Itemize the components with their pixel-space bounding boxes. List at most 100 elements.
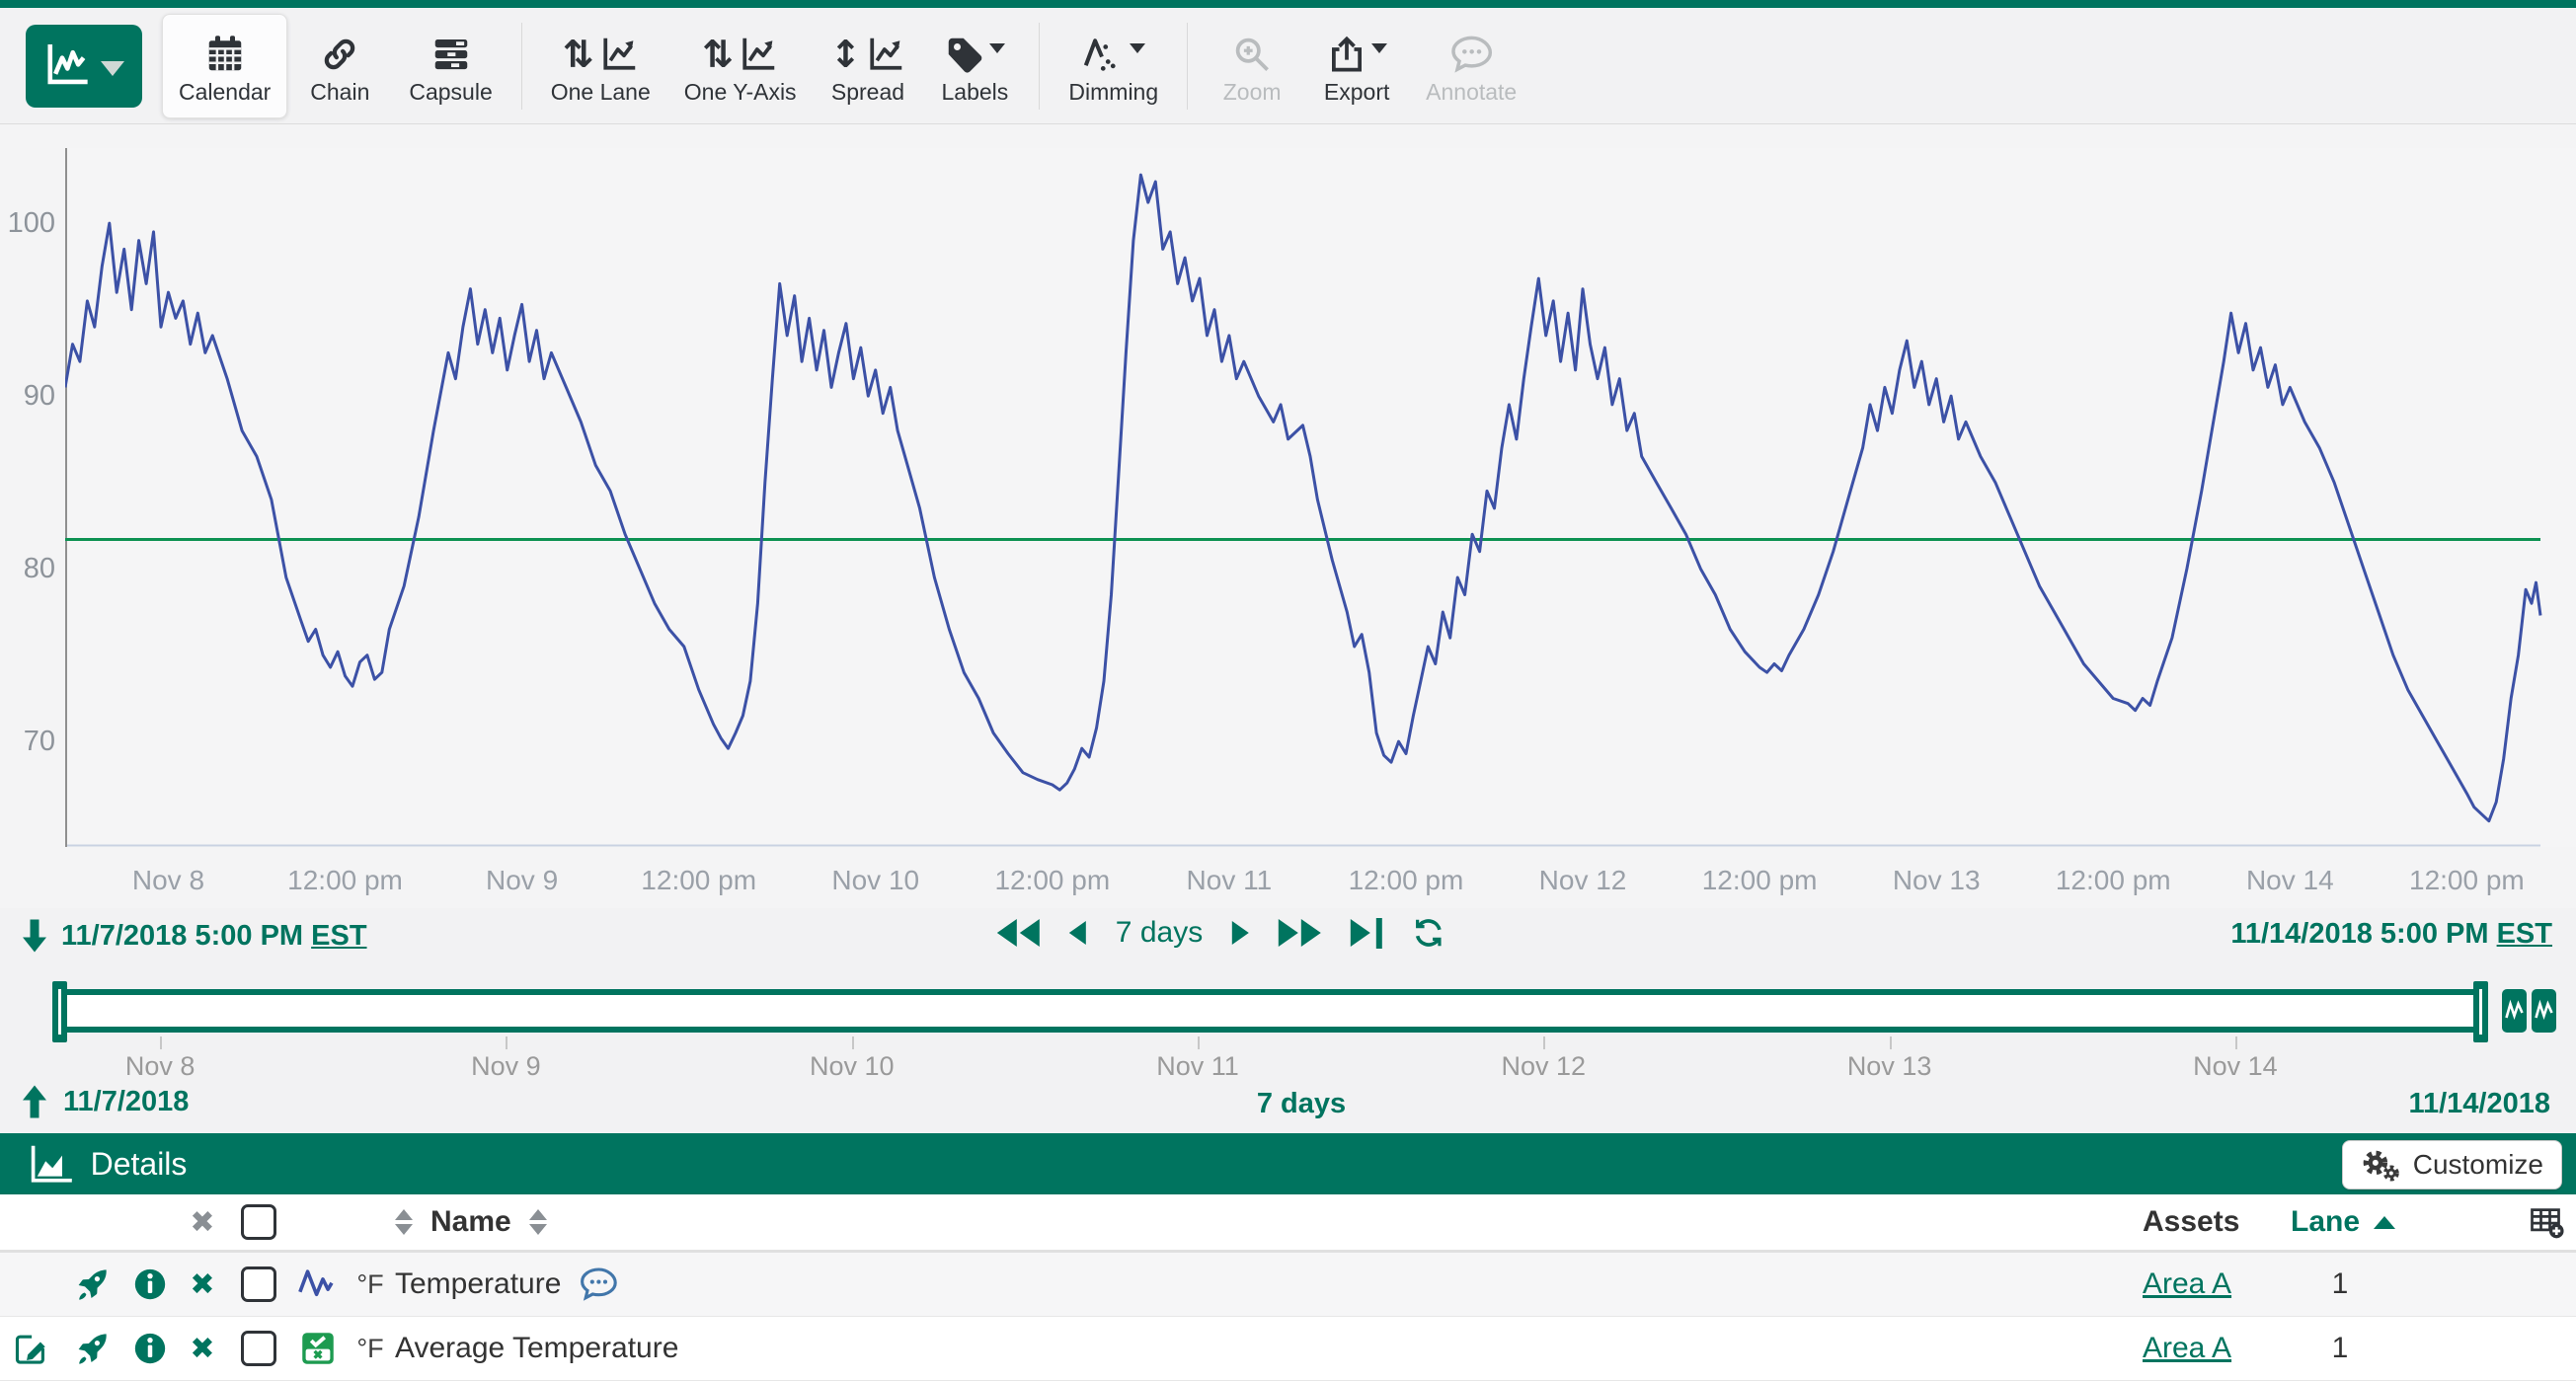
x-axis-tick-label: 12:00 pm	[1701, 865, 1818, 895]
item-name: Average Temperature	[395, 1332, 679, 1364]
toolbar-chain-button[interactable]: Chain	[287, 14, 392, 118]
details-table-body: ✖ °F Temperature Area A 1 ✖ °F Average Temperat…	[0, 1253, 2576, 1381]
x-axis-tick-label: 12:00 pm	[994, 865, 1111, 895]
column-header-assets[interactable]: Assets	[2143, 1205, 2240, 1238]
duration-button[interactable]: 7 days	[1115, 916, 1204, 949]
investigate-timebar: Nov 8 Nov 9 Nov 10 Nov 11 Nov 12 Nov 13 Nov 14	[0, 977, 2576, 1081]
customize-button[interactable]: Customize	[2342, 1140, 2562, 1189]
spread-icon: ↕	[830, 27, 906, 74]
arrow-up-icon	[20, 1084, 49, 1119]
remove-icon[interactable]: ✖	[190, 1266, 215, 1302]
toolbar-one-lane-button[interactable]: ⇅ One Lane	[534, 14, 667, 118]
annotate-icon	[1449, 27, 1494, 74]
capsule-icon	[431, 27, 471, 74]
view-selector-button[interactable]	[26, 24, 142, 108]
timebar-tick	[160, 1036, 163, 1049]
rocket-icon[interactable]	[74, 1331, 110, 1366]
info-icon[interactable]	[132, 1266, 168, 1302]
row-checkbox[interactable]	[241, 1266, 276, 1302]
toolbar-button-label: Capsule	[409, 78, 493, 105]
arrow-down-icon	[20, 918, 49, 954]
range-end-link[interactable]: 11/14/2018 5:00 PM EST	[2230, 918, 2552, 950]
remove-icon[interactable]: ✖	[190, 1331, 215, 1366]
one-lane-icon: ⇅	[563, 27, 639, 74]
info-icon[interactable]	[132, 1331, 168, 1366]
toolbar-dimming-button[interactable]: Dimming	[1052, 14, 1175, 118]
timezone-link[interactable]: EST	[311, 919, 367, 952]
caret-down-icon	[1129, 42, 1145, 53]
toolbar-calendar-button[interactable]: Calendar	[162, 13, 288, 118]
select-all-checkbox[interactable]	[241, 1204, 276, 1240]
range-start-link[interactable]: 11/7/2018 5:00 PM EST	[61, 919, 367, 952]
asset-link[interactable]: Area A	[2143, 1332, 2232, 1364]
zoom-icon	[1232, 27, 1272, 74]
x-axis-tick-label: 12:00 pm	[1348, 865, 1464, 895]
toolbar-one-y-axis-button[interactable]: ⇅ One Y-Axis	[667, 14, 814, 118]
toolbar-separator	[520, 22, 522, 110]
time-step-controls: 7 days	[996, 916, 1445, 950]
toolbar-labels-button[interactable]: Labels	[922, 14, 1027, 118]
timebar-tick	[2234, 1036, 2237, 1049]
details-table-header: ✖ Name Assets Lane	[0, 1194, 2576, 1253]
calendar-icon	[205, 27, 245, 74]
step-back-full-button[interactable]	[996, 919, 1040, 947]
timebar-day-label: Nov 11	[1156, 1051, 1239, 1081]
toolbar-items: Calendar Chain Capsule ⇅ One Lane ⇅ One Y-Axis…	[162, 13, 1533, 118]
toolbar-zoom-button: Zoom	[1200, 14, 1304, 118]
edit-icon[interactable]	[13, 1331, 48, 1366]
timezone-link[interactable]: EST	[2496, 918, 2552, 950]
sort-icon[interactable]	[395, 1209, 413, 1235]
y-axis-tick-label: 90	[23, 380, 55, 413]
y-axis-tick-label: 100	[7, 207, 55, 240]
temperature-signal-line[interactable]	[65, 173, 2542, 823]
column-header-lane[interactable]: Lane	[2291, 1205, 2361, 1238]
dimming-icon	[1082, 27, 1145, 74]
timebar-track[interactable]	[59, 989, 2480, 1033]
asset-link[interactable]: Area A	[2143, 1267, 2232, 1300]
timebar-tick	[506, 1036, 508, 1049]
refresh-icon[interactable]	[1412, 916, 1445, 950]
x-axis-tick-label: Nov 14	[2245, 865, 2334, 895]
timebar-day-label: Nov 9	[471, 1051, 541, 1081]
unit-label: °F	[356, 1333, 384, 1363]
toolbar-separator	[1187, 22, 1189, 110]
sort-ascending-icon	[2374, 1215, 2396, 1229]
chain-icon	[320, 27, 359, 74]
toolbar-button-label: One Lane	[550, 78, 651, 105]
unit-label: °F	[356, 1268, 384, 1299]
x-axis-tick-label: Nov 13	[1892, 865, 1981, 895]
customize-label: Customize	[2412, 1149, 2543, 1180]
row-checkbox[interactable]	[241, 1331, 276, 1366]
chart-plot-area[interactable]	[65, 148, 2576, 847]
sort-icon[interactable]	[528, 1209, 547, 1235]
step-forward-half-button[interactable]	[1232, 921, 1250, 945]
add-column-icon[interactable]	[2528, 1204, 2565, 1240]
timebar-left-handle[interactable]	[52, 981, 67, 1042]
details-table: ✖ Name Assets Lane ✖ °F Temper	[0, 1194, 2576, 1381]
toolbar-spread-button[interactable]: ↕ Spread	[814, 14, 923, 118]
capsule-time-toggle-icon[interactable]	[2502, 989, 2556, 1033]
summary-start: 11/7/2018	[20, 1084, 189, 1119]
step-to-now-button[interactable]	[1351, 917, 1383, 949]
formula-icon	[300, 1331, 336, 1366]
column-header-name[interactable]: Name	[430, 1205, 511, 1238]
details-title: Details	[90, 1145, 188, 1182]
toolbar-export-button[interactable]: Export	[1304, 14, 1409, 118]
toolbar-capsule-button[interactable]: Capsule	[392, 14, 508, 118]
caret-down-icon	[988, 42, 1005, 53]
trend-chart: 100 90 80 70 Nov 8 12:00 pm Nov 9 12:00 pm Nov 1…	[0, 124, 2576, 908]
lane-value: 1	[2331, 1267, 2349, 1300]
signal-icon	[296, 1266, 340, 1302]
step-back-half-button[interactable]	[1068, 921, 1086, 945]
rocket-icon[interactable]	[74, 1266, 110, 1302]
remove-all-icon[interactable]: ✖	[190, 1204, 215, 1240]
y-axis-tick-label: 80	[23, 553, 55, 585]
annotation-icon[interactable]	[579, 1266, 619, 1302]
step-forward-full-button[interactable]	[1279, 919, 1322, 947]
range-end: 11/14/2018 5:00 PM EST	[2230, 918, 2552, 951]
timebar-right-handle[interactable]	[2473, 981, 2488, 1042]
summary-end-date: 11/14/2018	[2408, 1088, 2550, 1119]
details-header-bar: Details Customize	[0, 1133, 2576, 1194]
toolbar-button-label: One Y-Axis	[683, 78, 797, 105]
